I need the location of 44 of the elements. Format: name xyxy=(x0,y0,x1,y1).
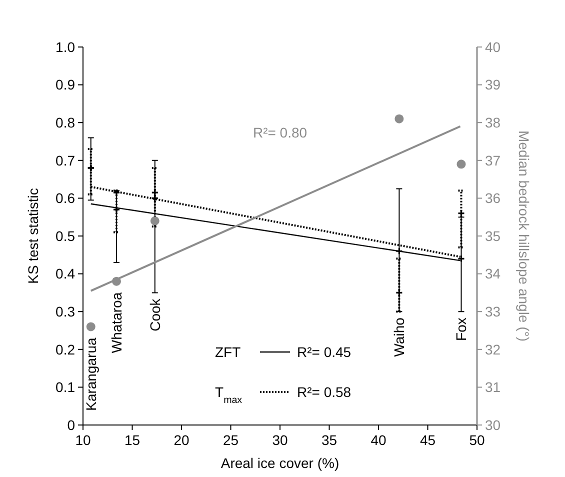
y-tick-label: 0.2 xyxy=(56,341,76,358)
y2-tick-label: 39 xyxy=(485,76,501,93)
x-tick-label: 10 xyxy=(75,432,91,448)
annotation: Whataroa xyxy=(108,292,124,354)
annotation: R²= 0.45 xyxy=(297,344,352,360)
y-tick-label: 0 xyxy=(67,416,76,433)
y-tick-label: 0.7 xyxy=(56,152,76,168)
y2-tick-label: 38 xyxy=(485,114,501,130)
y-tick-label: 0.6 xyxy=(56,190,76,206)
y-tick-label: 0.3 xyxy=(56,304,76,320)
y2-tick-label: 35 xyxy=(485,228,501,244)
y2-tick-label: 37 xyxy=(485,152,501,168)
annotation: Waiho xyxy=(391,317,408,357)
annotation: Cook xyxy=(146,298,163,332)
legend-label: ZFT xyxy=(215,344,242,360)
x-tick-label: 40 xyxy=(370,432,386,448)
y-tick-label: 0.5 xyxy=(56,228,76,244)
y-tick-label: 0.8 xyxy=(56,114,76,130)
y2-tick-label: 30 xyxy=(485,416,501,433)
y-tick-label: 1.0 xyxy=(56,38,76,55)
annotation: R²= 0.58 xyxy=(297,384,352,400)
y2-tick-label: 32 xyxy=(485,341,501,358)
annotation: R²= 0.80 xyxy=(252,124,308,141)
annotation: Karangarua xyxy=(82,338,99,411)
x-tick-label: 50 xyxy=(469,432,485,448)
y2-tick-label: 31 xyxy=(485,379,501,396)
y2-tick-label: 34 xyxy=(485,266,501,282)
y-tick-label: 0.1 xyxy=(56,379,76,396)
x-tick-label: 30 xyxy=(272,432,288,448)
y2-tick-label: 33 xyxy=(485,304,501,320)
annotation: Fox xyxy=(453,318,470,341)
y-tick-label: 0.4 xyxy=(56,266,76,282)
y2-tick-label: 40 xyxy=(485,38,501,55)
x-tick-label: 45 xyxy=(420,432,436,448)
y-tick-label: 0.9 xyxy=(56,76,76,93)
y-axis-title: KS test statistic xyxy=(25,188,41,284)
x-axis-title: Areal ice cover (%) xyxy=(220,455,340,471)
x-tick-label: 20 xyxy=(174,432,190,448)
x-tick-label: 35 xyxy=(321,432,338,448)
legend-label: T$_{max}$ xyxy=(215,384,242,406)
x-tick-label: 15 xyxy=(124,432,140,448)
y2-axis-title: Median bedrock hillslope angle (°) xyxy=(516,130,532,342)
x-tick-label: 25 xyxy=(222,432,239,448)
y2-tick-label: 36 xyxy=(485,190,501,206)
